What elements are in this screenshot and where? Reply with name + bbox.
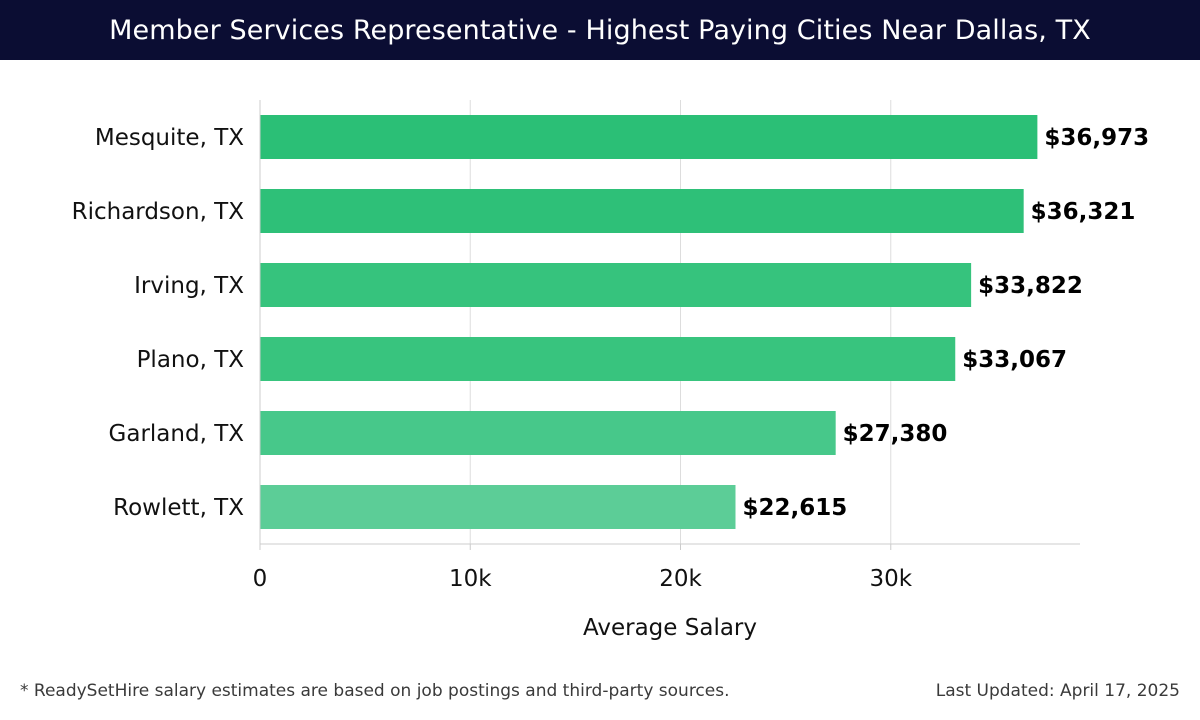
- bar: [260, 263, 972, 307]
- axes: [259, 100, 1080, 550]
- bars: [260, 115, 1038, 529]
- x-tick-label: 10k: [449, 566, 492, 592]
- data-label: $36,321: [1031, 199, 1136, 225]
- category-label: Plano, TX: [137, 347, 245, 373]
- category-label: Rowlett, TX: [113, 495, 244, 521]
- category-label: Garland, TX: [109, 421, 245, 447]
- category-label: Mesquite, TX: [95, 125, 244, 151]
- bar: [260, 115, 1038, 159]
- last-updated: Last Updated: April 17, 2025: [935, 681, 1180, 701]
- category-label: Irving, TX: [134, 273, 244, 299]
- data-label: $27,380: [843, 421, 948, 447]
- data-label: $22,615: [742, 495, 847, 521]
- x-tick-label: 30k: [869, 566, 912, 592]
- bar: [260, 189, 1024, 233]
- data-label: $33,067: [962, 347, 1067, 373]
- data-label: $33,822: [978, 273, 1083, 299]
- salary-bar-chart: 0 10k 20k 30k Mesquite, TX $36,973 Richardson,…: [72, 100, 1150, 641]
- category-label: Richardson, TX: [72, 199, 245, 225]
- x-tick-label: 20k: [659, 566, 702, 592]
- footer-note: * ReadySetHire salary estimates are base…: [20, 681, 730, 701]
- chart-title: Member Services Representative - Highest…: [0, 0, 1200, 60]
- x-axis-label: Average Salary: [583, 615, 757, 641]
- bar: [260, 411, 836, 455]
- grid-lines: [259, 100, 892, 544]
- data-label: $36,973: [1044, 125, 1149, 151]
- x-tick-label: 0: [253, 566, 268, 592]
- bar: [260, 485, 736, 529]
- labels: 0 10k 20k 30k Mesquite, TX $36,973 Richardson,…: [72, 125, 1150, 592]
- bar: [260, 337, 956, 381]
